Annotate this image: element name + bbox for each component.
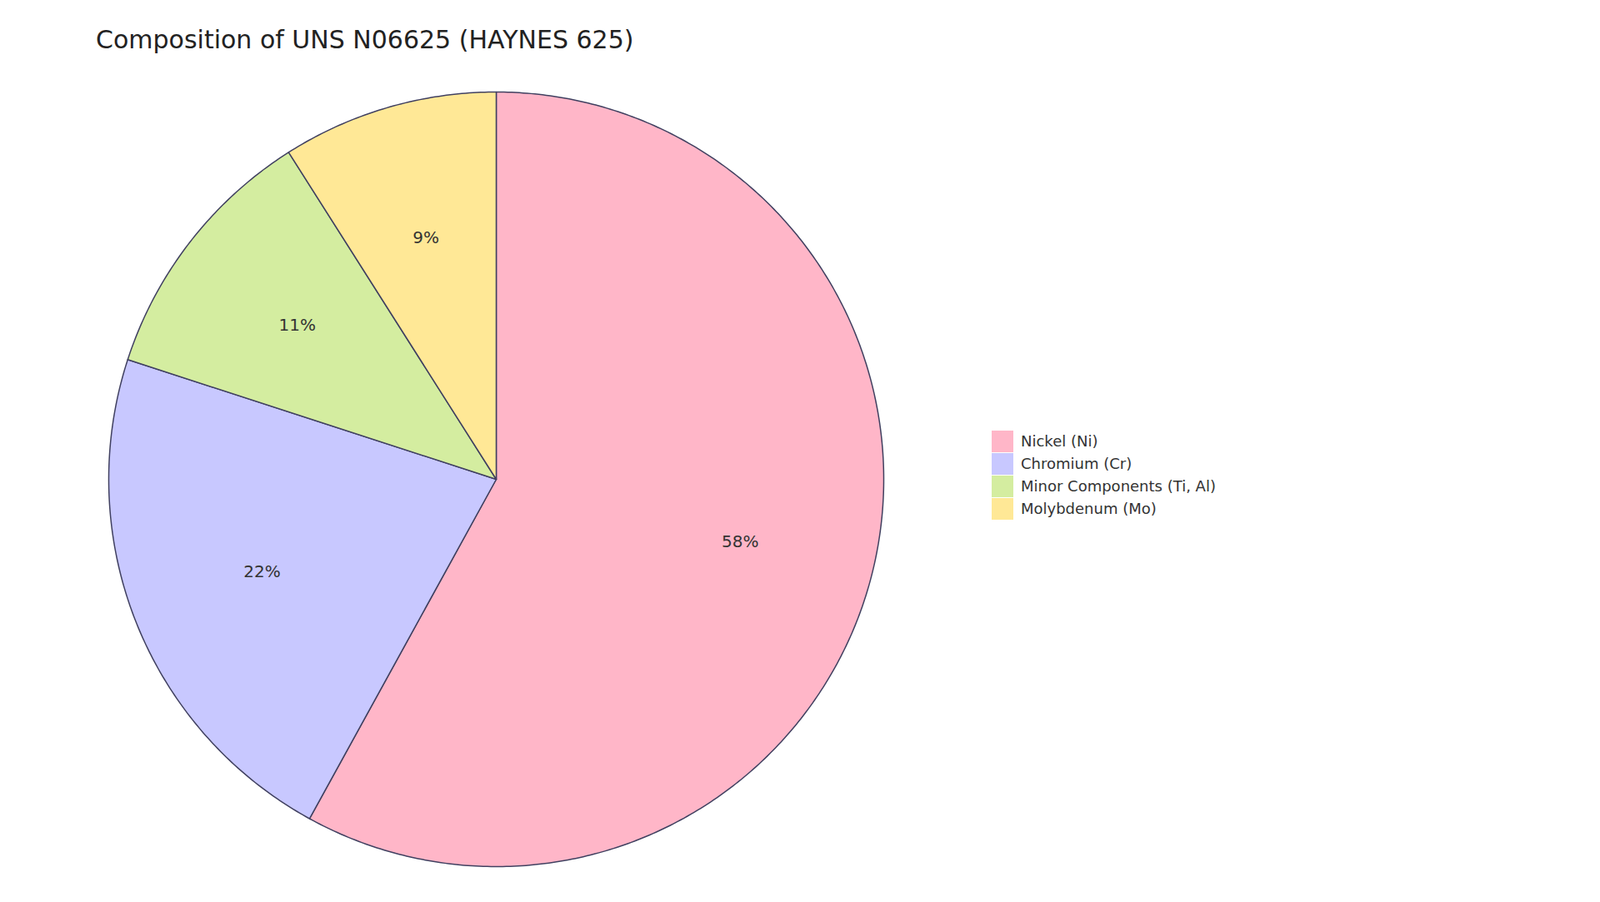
- html-text:Minor Components (Ti, Al): Minor Components (Ti, Al): [1020, 477, 1216, 495]
- html-text:Nickel (Ni): Nickel (Ni): [1020, 432, 1098, 450]
- svg-text:11%: 11%: [278, 315, 315, 335]
- svg-text:22%: 22%: [243, 561, 280, 582]
- html-text:Composition of UNS N06625 (HAY: Composition of UNS N06625 (HAYNES 625): [95, 25, 634, 55]
- svg-text:9%: 9%: [412, 227, 440, 248]
- html-text:Molybdenum (Mo): Molybdenum (Mo): [1020, 500, 1157, 518]
- html-text:Chromium (Cr): Chromium (Cr): [1020, 455, 1132, 473]
- svg-text:58%: 58%: [721, 531, 759, 552]
